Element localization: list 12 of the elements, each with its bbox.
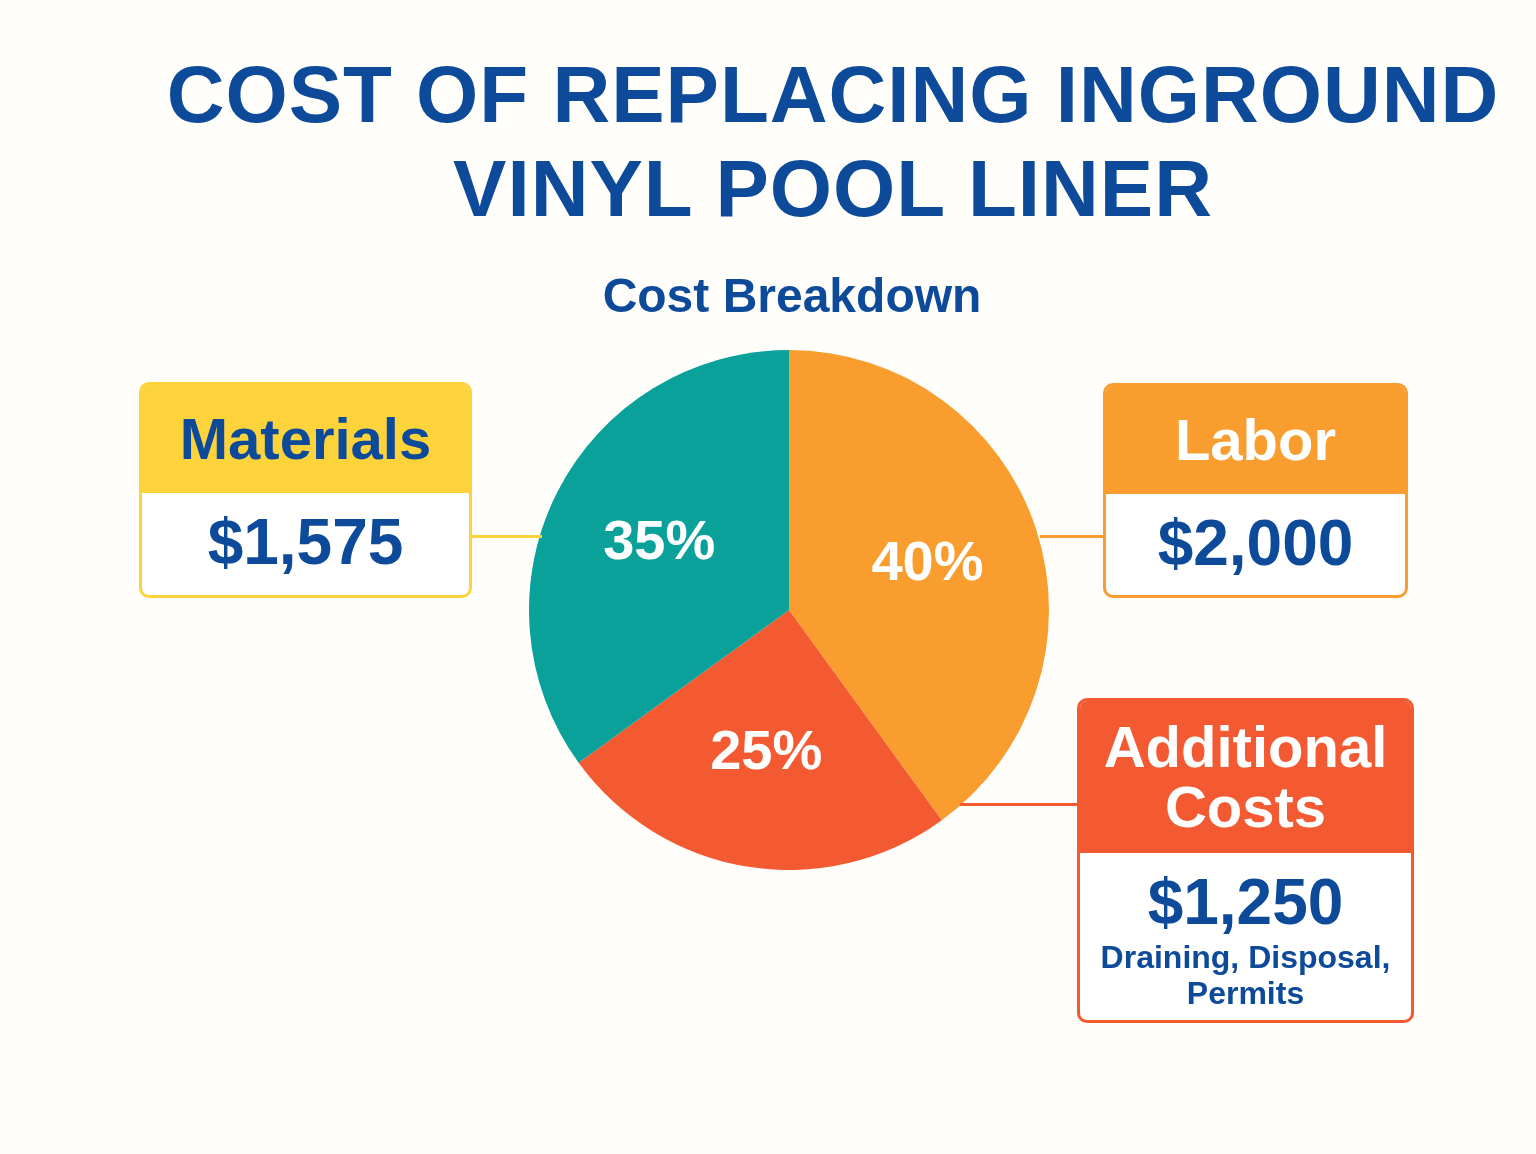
data-label: 25% (710, 718, 823, 782)
text: $1,250 (1146, 865, 1345, 939)
text: Draining, Disposal, Permits (1099, 939, 1392, 1011)
legend-label: Additional Costs (1080, 701, 1411, 853)
chart-subtitle: Cost Breakdown (601, 268, 983, 323)
slice-label: Labor (1106, 386, 1405, 494)
text: $2,000 (1156, 506, 1355, 580)
data-label: 40% (871, 529, 984, 593)
chart-title: COST OF REPLACING INGROUND VINYL POOL LINER (165, 49, 1501, 235)
data-label: 35% (603, 508, 716, 572)
slice-label: Materials (142, 385, 469, 493)
text: $1,575 (206, 505, 405, 579)
